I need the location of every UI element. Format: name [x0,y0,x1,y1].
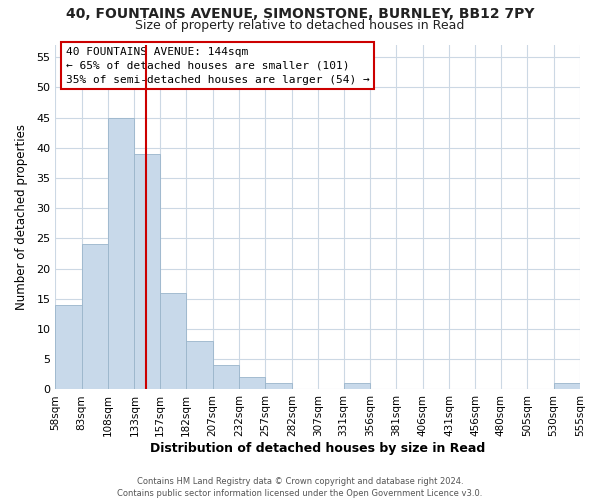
Bar [160,293,186,390]
Bar [265,384,292,390]
Bar [344,384,370,390]
X-axis label: Distribution of detached houses by size in Read: Distribution of detached houses by size … [150,442,485,455]
Bar [186,341,212,390]
Bar [212,366,239,390]
Bar [82,244,108,390]
Bar [108,118,134,390]
Text: 40 FOUNTAINS AVENUE: 144sqm
← 65% of detached houses are smaller (101)
35% of se: 40 FOUNTAINS AVENUE: 144sqm ← 65% of det… [66,46,370,84]
Text: 40, FOUNTAINS AVENUE, SIMONSTONE, BURNLEY, BB12 7PY: 40, FOUNTAINS AVENUE, SIMONSTONE, BURNLE… [66,8,534,22]
Y-axis label: Number of detached properties: Number of detached properties [15,124,28,310]
Bar [554,384,580,390]
Bar [134,154,160,390]
Bar [239,378,265,390]
Bar [55,305,82,390]
Text: Contains HM Land Registry data © Crown copyright and database right 2024.
Contai: Contains HM Land Registry data © Crown c… [118,476,482,498]
Text: Size of property relative to detached houses in Read: Size of property relative to detached ho… [136,18,464,32]
